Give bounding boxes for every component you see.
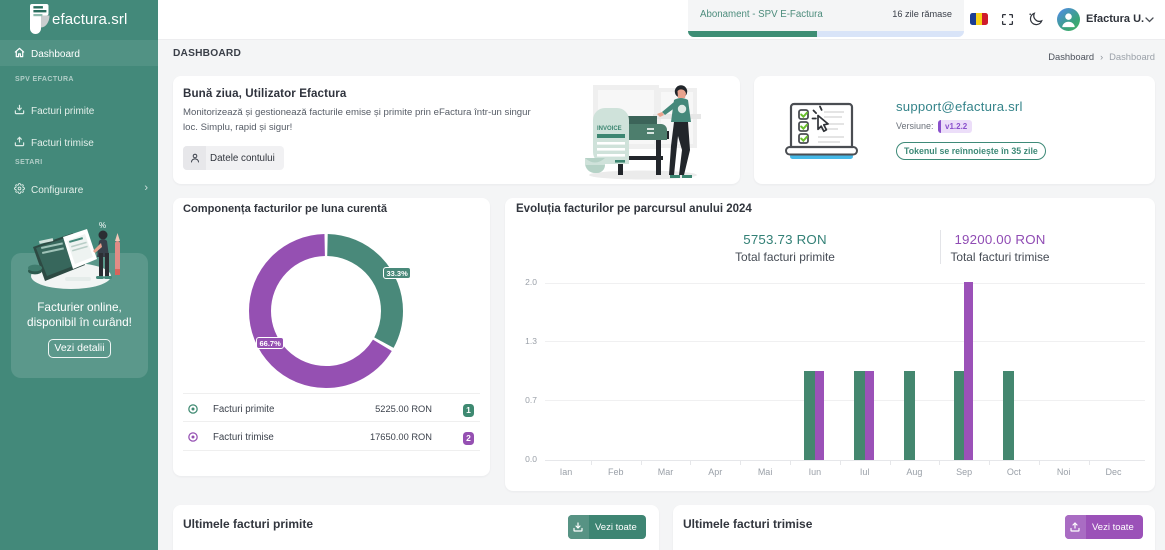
svg-text:%: %: [99, 221, 106, 230]
svg-text:INVOICE: INVOICE: [597, 126, 622, 132]
